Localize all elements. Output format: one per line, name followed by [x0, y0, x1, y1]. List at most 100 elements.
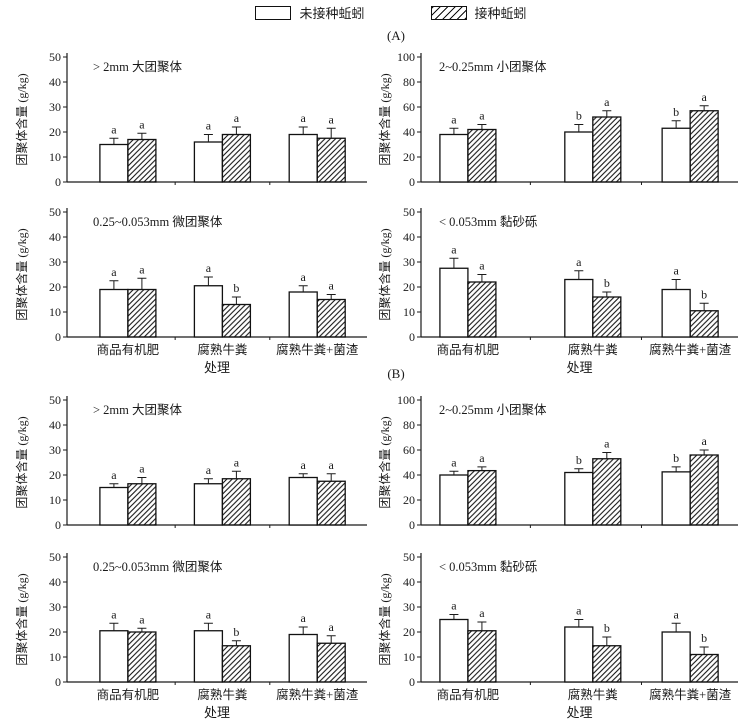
legend-item-inoculated: 接种蚯蚓 — [430, 6, 527, 20]
bar-uninoculated — [288, 133, 318, 183]
y-tick-label: 20 — [403, 150, 415, 164]
significance-letter: a — [329, 620, 335, 634]
y-tick-label: 0 — [409, 330, 415, 344]
significance-letter: a — [111, 468, 117, 482]
bar-inoculated — [592, 458, 622, 526]
x-tick-label: 腐熟牛粪 — [197, 687, 247, 702]
bar-inoculated — [467, 128, 497, 183]
significance-letter: a — [451, 112, 457, 126]
panel-b-label: (B) — [387, 366, 405, 381]
bar-uninoculated — [564, 131, 594, 183]
bar-inoculated — [221, 133, 252, 183]
bar-uninoculated — [288, 633, 318, 683]
y-tick-label: 20 — [49, 468, 61, 482]
significance-letter: a — [206, 607, 212, 621]
y-tick-label: 20 — [49, 625, 61, 639]
y-tick-label: 0 — [409, 175, 415, 189]
bar-inoculated — [467, 630, 497, 683]
significance-letter: a — [479, 259, 485, 273]
significance-letter: a — [451, 599, 457, 613]
chart-canvas: 0 10 20 30 40 50 团聚体含量 (g/kg) < 0.053mm 黏砂砾 a a 商品… — [377, 205, 738, 375]
y-axis-title: 团聚体含量 (g/kg) — [14, 416, 29, 508]
chart-title: 2~0.25mm 小团聚体 — [439, 60, 547, 74]
bar-inoculated — [316, 137, 346, 183]
y-tick-label: 30 — [49, 255, 61, 269]
y-tick-label: 100 — [397, 393, 415, 407]
bar-uninoculated — [661, 631, 691, 683]
y-tick-label: 100 — [397, 50, 415, 64]
chart-title: > 2mm 大团聚体 — [93, 60, 182, 74]
bar-uninoculated — [288, 476, 318, 526]
significance-letter: a — [111, 265, 117, 279]
bar-inoculated — [689, 110, 719, 183]
chart-a-macroaggregates-gt2mm: 0 10 20 30 40 50 团聚体含量 (g/kg) > 2mm 大团聚体 a a a a a a — [0, 45, 377, 195]
bar-inoculated — [689, 454, 719, 526]
significance-letter: a — [701, 434, 707, 448]
y-tick-label: 20 — [403, 493, 415, 507]
y-tick-label: 30 — [403, 255, 415, 269]
bar-uninoculated — [439, 618, 469, 683]
chart-title: 0.25~0.053mm 微团聚体 — [93, 560, 223, 574]
y-tick-label: 0 — [55, 330, 61, 344]
y-tick-label: 30 — [49, 100, 61, 114]
y-tick-label: 30 — [49, 443, 61, 457]
bar-uninoculated — [193, 285, 224, 338]
significance-letter: a — [206, 463, 212, 477]
y-tick-label: 60 — [403, 100, 415, 114]
bar-inoculated — [127, 483, 157, 526]
significance-letter: a — [234, 455, 240, 469]
x-tick-label: 商品有机肥 — [97, 687, 160, 702]
significance-letter: a — [301, 111, 307, 125]
y-tick-label: 40 — [49, 418, 61, 432]
y-tick-label: 30 — [403, 600, 415, 614]
bar-uninoculated — [564, 278, 594, 338]
y-tick-label: 0 — [55, 175, 61, 189]
x-tick-label: 腐熟牛粪 — [197, 342, 247, 357]
significance-letter: b — [604, 276, 610, 290]
x-tick-label: 商品有机肥 — [97, 342, 160, 357]
chart-a-small-aggregates-2-025mm: 0 20 40 60 80 100 团聚体含量 (g/kg) 2~0.25mm 小团聚体 a a b… — [377, 45, 754, 195]
bar-inoculated — [592, 645, 622, 683]
significance-letter: a — [111, 607, 117, 621]
significance-letter: a — [139, 262, 145, 276]
legend-label-uninoculated: 未接种蚯蚓 — [299, 5, 365, 21]
significance-letter: a — [576, 604, 582, 618]
y-tick-label: 0 — [409, 518, 415, 532]
y-tick-label: 10 — [49, 150, 61, 164]
y-tick-label: 10 — [49, 305, 61, 319]
bar-uninoculated — [564, 471, 594, 526]
chart-legend: 未接种蚯蚓 接种蚯蚓 — [0, 6, 754, 20]
bar-inoculated — [592, 296, 622, 338]
significance-letter: a — [329, 458, 335, 472]
significance-letter: b — [673, 451, 679, 465]
bar-inoculated — [316, 298, 346, 338]
x-tick-label: 腐熟牛粪 — [568, 687, 618, 702]
y-tick-label: 40 — [49, 230, 61, 244]
bar-uninoculated — [99, 486, 129, 526]
chart-title: 0.25~0.053mm 微团聚体 — [93, 215, 223, 229]
y-tick-label: 60 — [403, 443, 415, 457]
x-tick-label: 腐熟牛粪 — [568, 342, 618, 357]
y-tick-label: 20 — [403, 625, 415, 639]
significance-letter: a — [479, 606, 485, 620]
y-tick-label: 0 — [55, 675, 61, 689]
significance-letter: b — [701, 631, 707, 645]
x-axis-title: 处理 — [204, 360, 230, 375]
y-tick-label: 10 — [49, 493, 61, 507]
significance-letter: a — [604, 437, 610, 451]
significance-letter: a — [329, 112, 335, 126]
bar-inoculated — [127, 138, 157, 183]
y-tick-label: 80 — [403, 75, 415, 89]
chart-a-microaggregates-025-0053mm: 0 10 20 30 40 50 团聚体含量 (g/kg) 0.25~0.053mm 微团聚体… — [0, 195, 377, 380]
open-bar-swatch-icon — [255, 6, 292, 20]
significance-letter: a — [111, 122, 117, 136]
y-tick-label: 10 — [49, 650, 61, 664]
y-tick-label: 50 — [49, 50, 61, 64]
y-tick-label: 0 — [409, 675, 415, 689]
significance-letter: b — [576, 109, 582, 123]
x-tick-label: 商品有机肥 — [437, 342, 500, 357]
y-tick-label: 20 — [49, 125, 61, 139]
x-axis-title: 处理 — [566, 360, 592, 375]
bar-uninoculated — [439, 474, 469, 526]
